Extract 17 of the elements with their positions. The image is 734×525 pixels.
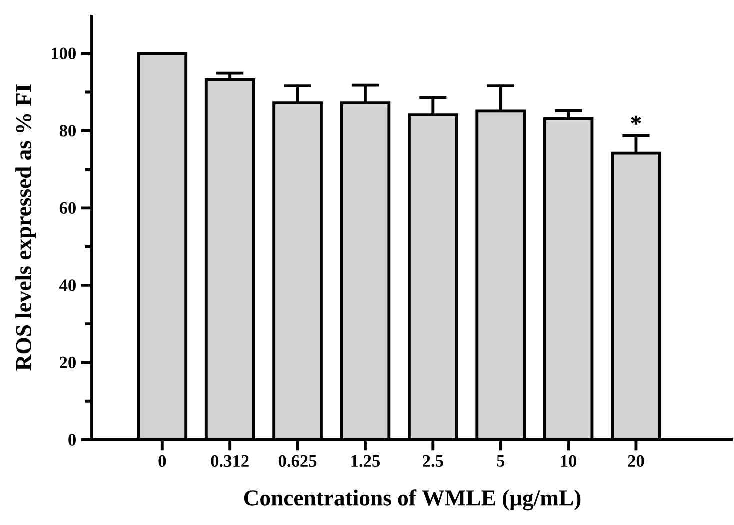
y-tick-label: 100	[52, 48, 76, 60]
y-tick-label: 60	[60, 202, 76, 214]
x-tick-label: 0	[158, 455, 166, 468]
x-tick-label: 0.312	[211, 455, 249, 468]
x-tick-label: 2.5	[423, 455, 444, 468]
y-tick-label: 20	[60, 356, 76, 369]
x-tick-label: 0.625	[278, 455, 317, 468]
x-tick-label: 20	[628, 455, 644, 468]
y-axis-title: ROS levels expressed as % FI	[16, 84, 36, 371]
x-axis-title: Concentrations of WMLE (μg/mL)	[244, 490, 581, 511]
y-tick-label: 40	[60, 280, 76, 292]
y-tick-label: 0	[68, 434, 76, 446]
annotation: *	[631, 116, 642, 125]
y-tick-label: 80	[60, 125, 76, 137]
x-tick-label: 5	[497, 455, 505, 467]
x-tick-label: 10	[561, 455, 577, 468]
x-tick-label: 1.25	[352, 455, 380, 468]
